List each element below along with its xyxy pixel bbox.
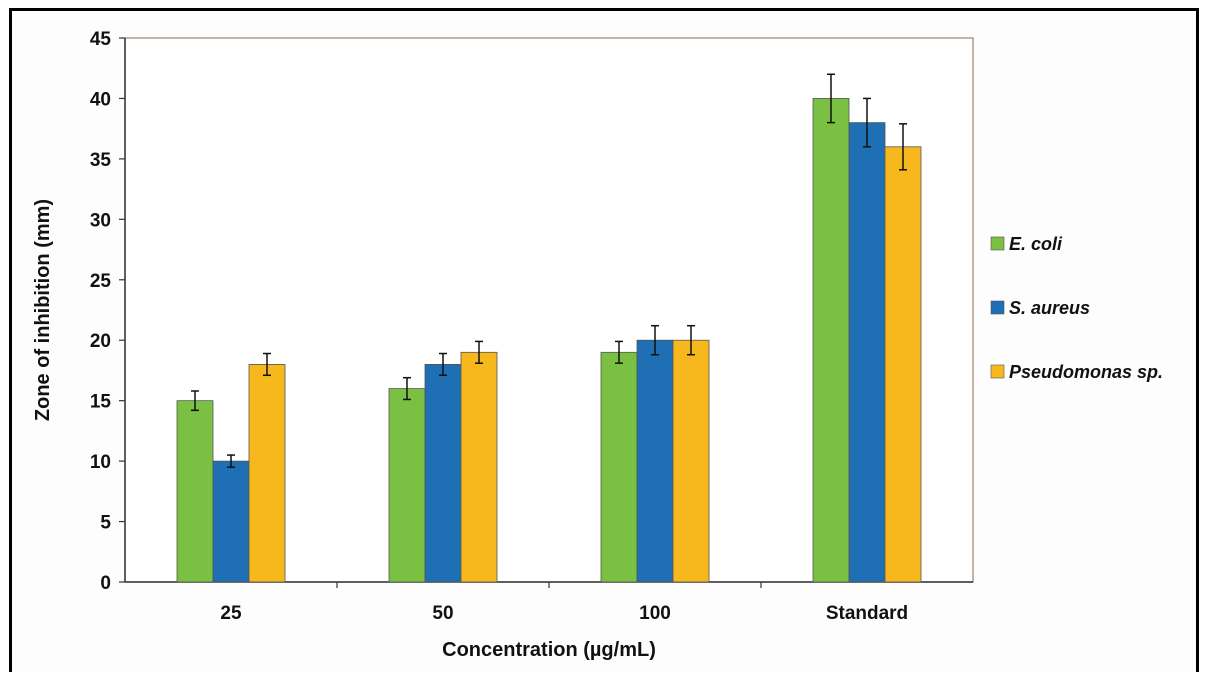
y-tick-label: 5 [100, 513, 111, 534]
bar [460, 351, 498, 583]
y-axis-title: Zone of inhibition (mm) [32, 199, 54, 421]
y-tick-label: 15 [90, 392, 112, 413]
legend-swatch [990, 364, 1005, 379]
legend-label: E. coli [1009, 234, 1063, 254]
x-axis-ticks: 25 50 100 Standard [220, 582, 908, 624]
legend-swatch [990, 300, 1005, 315]
y-tick-label: 40 [90, 89, 111, 110]
error-bars [191, 73, 907, 468]
bar [424, 363, 462, 583]
y-tick-label: 30 [90, 210, 111, 231]
bar [212, 460, 250, 583]
bar [848, 122, 886, 583]
x-tick-label: 100 [639, 603, 671, 624]
y-tick-label: 45 [90, 29, 112, 50]
bar [672, 339, 710, 583]
legend: E. coli S. aureus Pseudomonas sp. [990, 234, 1163, 382]
bar [812, 98, 850, 583]
bar [388, 388, 426, 583]
bar [176, 400, 214, 583]
bar [248, 363, 286, 583]
x-tick-label: 25 [220, 603, 242, 624]
x-tick-label: Standard [826, 603, 908, 624]
bar [600, 351, 638, 583]
bars [176, 98, 922, 583]
legend-label: S. aureus [1009, 298, 1090, 318]
y-tick-label: 10 [90, 452, 111, 473]
legend-label: Pseudomonas sp. [1009, 362, 1163, 382]
y-tick-label: 20 [90, 331, 111, 352]
y-tick-label: 0 [100, 573, 111, 594]
bar [636, 339, 674, 583]
y-tick-label: 25 [90, 271, 112, 292]
legend-swatch [990, 236, 1005, 251]
y-axis-ticks: 0 5 10 15 20 25 30 35 40 45 [90, 29, 125, 594]
bar [884, 146, 922, 583]
y-tick-label: 35 [90, 150, 112, 171]
x-tick-label: 50 [432, 603, 453, 624]
x-axis-title: Concentration (µg/mL) [442, 639, 656, 661]
